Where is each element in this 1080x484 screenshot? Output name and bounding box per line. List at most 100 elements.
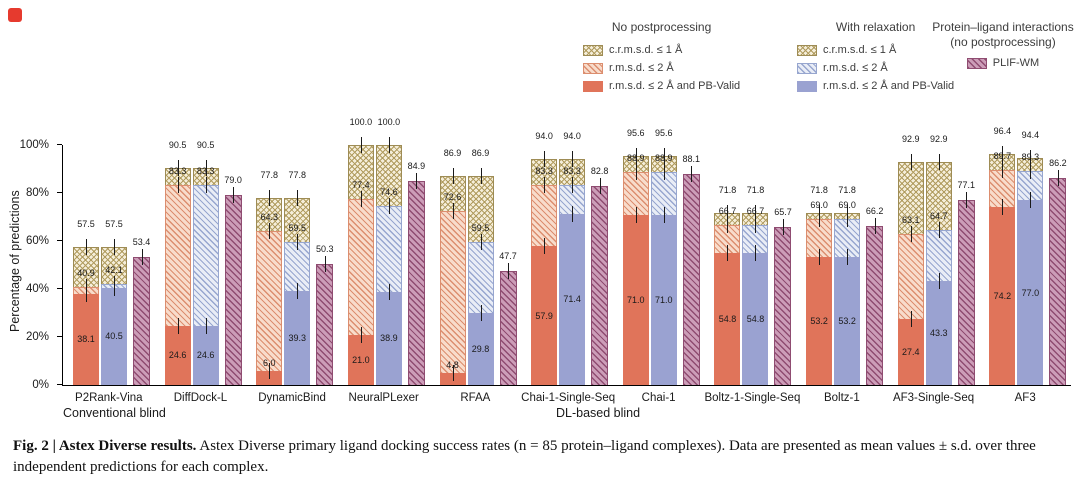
value-label: 71.0 [627,294,645,305]
legend-group-title: Protein–ligand interactions (no postproc… [932,20,1074,49]
error-bar [297,190,299,207]
value-label: 59.5 [471,223,490,234]
bar-segment [499,270,517,385]
value-label: 100.0 [377,117,401,127]
legend-item: c.r.m.s.d. ≤ 1 Å [797,41,954,59]
value-label: 94.0 [563,131,581,142]
x-tick-label: P2Rank-Vina [75,392,143,404]
value-label: 71.0 [655,294,673,305]
category-chai-1: Chai-1 95.6 88.9 71.0 95.6 88.9 71.0 88.1 [613,128,705,404]
error-bar [635,206,637,223]
legend-item: r.m.s.d. ≤ 2 Å and PB-Valid [583,77,740,95]
error-bar [663,163,665,180]
error-bar [819,211,821,228]
error-bar [938,221,940,238]
legend-item-label: r.m.s.d. ≤ 2 Å and PB-Valid [609,80,741,92]
bar-segment [925,281,952,385]
error-bar [297,234,299,251]
error-bar [1030,150,1032,167]
value-label: 24.6 [196,350,215,361]
error-bar [388,283,390,300]
value-label: 53.4 [132,236,151,247]
legend-item-label: c.r.m.s.d. ≤ 1 Å [609,44,683,56]
error-bar [727,245,729,262]
value-label: 74.2 [993,290,1012,301]
error-bar [599,178,601,195]
x-tick-label: RFAA [460,392,491,404]
category-diffdock-l: DiffDock-L 90.5 83.3 24.6 90.5 83.3 24.6 79.0 [155,140,247,404]
value-label: 71.4 [563,294,581,305]
value-label: 66.7 [746,205,765,216]
error-bar [1002,161,1004,178]
error-bar [324,256,326,273]
value-label: 89.7 [993,150,1012,161]
y-tick-label: 60% [25,235,49,247]
error-bar [755,245,757,262]
error-bar [452,365,454,382]
value-label: 94.4 [1021,130,1040,141]
value-label: 40.5 [105,331,123,342]
category-boltz-1: Boltz-1 71.8 69.0 53.2 71.8 69.0 53.2 66.2 [796,145,888,404]
value-label: 88.9 [627,152,645,163]
value-label: 71.8 [838,184,856,195]
error-bar [782,219,784,236]
figure-caption: Fig. 2 | Astex Diverse results. Astex Di… [13,436,1067,479]
plot-area: P2Rank-Vina 57.5 40.9 38.1 57.5 42.1 40.5 53.4 D… [62,117,1071,404]
bar-segment [316,264,334,385]
bar-segment [622,214,649,385]
y-tick-mark [57,143,62,145]
journal-logo-mark [8,8,22,22]
bar-segment [284,290,311,385]
error-bar [177,317,179,334]
category-neuralplexer: NeuralPLexer 100.0 77.4 21.0 100.0 74.6 38.9 84… [338,117,430,404]
error-bar [635,163,637,180]
value-label: 53.2 [810,316,828,327]
value-label: 86.9 [471,148,490,159]
error-bar [544,151,546,168]
bar-segment [164,325,191,385]
value-label: 77.4 [352,180,370,191]
error-bar [114,239,115,255]
value-label: 38.9 [380,333,398,344]
value-label: 6.0 [263,357,276,368]
tan-crosshatch-swatch-icon [583,44,603,56]
error-bar [416,173,418,190]
value-label: 89.3 [1021,151,1040,162]
y-tick-mark [57,287,62,289]
legend-item: r.m.s.d. ≤ 2 Å [583,59,740,77]
x-tick-label: AF3-Single-Seq [892,392,975,404]
legend-group-with-relaxation: With relaxation c.r.m.s.d. ≤ 1 Å r.m.s.d… [797,20,954,95]
value-label: 83.3 [168,166,187,177]
error-bar [177,177,179,194]
caption-title: Astex Diverse results. [58,438,197,454]
bar-segment [256,230,283,385]
plif-hatch-swatch-icon [966,57,987,69]
value-label: 79.0 [224,175,242,186]
bar-segment [467,313,494,385]
category-af3: AF3 96.4 89.7 74.2 94.4 89.3 77.0 86.2 [979,126,1071,404]
x-tick-label: Boltz-1-Single-Seq [704,392,801,404]
x-tick-label: DiffDock-L [173,392,228,404]
error-bar [388,197,390,214]
y-tick-mark [57,191,62,193]
bar-segment [774,227,792,385]
error-bar [1030,192,1032,209]
value-label: 88.9 [655,152,673,163]
error-bar [233,187,235,204]
value-label: 29.8 [471,344,490,355]
value-label: 95.6 [655,127,673,138]
error-bar [360,191,362,208]
error-bar [663,147,665,164]
value-label: 57.5 [105,219,123,229]
error-bar [755,204,757,221]
error-bar [691,165,693,182]
error-bar [1002,198,1004,215]
error-bar [1057,170,1059,187]
error-bar [388,137,390,153]
y-axis-ticks: 0% 20% 40% 60% 80% 100% [0,139,62,391]
y-tick-label: 80% [25,187,49,199]
value-label: 50.3 [316,244,334,255]
error-bar [480,234,482,251]
error-bar [205,159,207,176]
x-tick-label: Chai-1 [641,392,676,404]
